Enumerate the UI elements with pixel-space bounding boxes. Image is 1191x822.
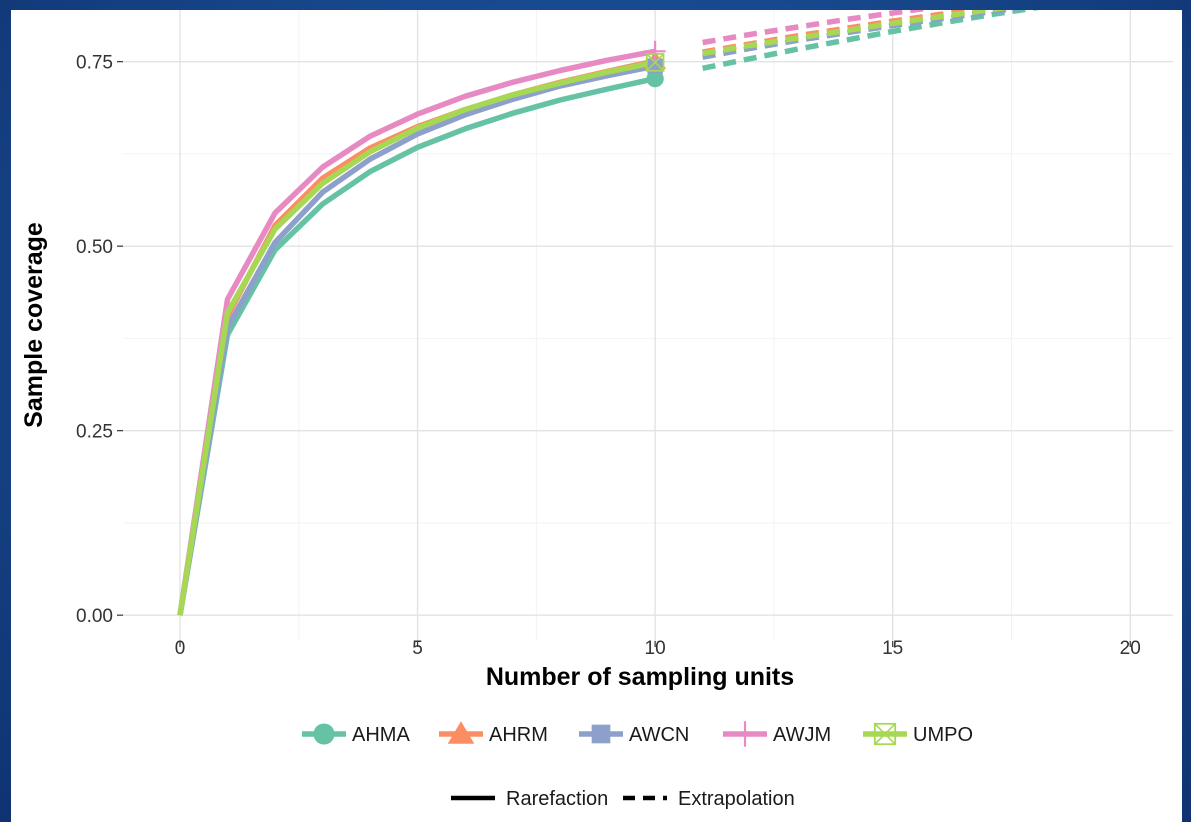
rarefaction-line-umpo: [177, 59, 656, 616]
legend-linetype-solid: Rarefaction: [451, 788, 608, 810]
y-tick-label: 0.75: [76, 53, 113, 74]
marker-triangle: [447, 721, 475, 744]
legend-label: AHMA: [352, 724, 410, 746]
marker-square: [591, 724, 611, 744]
observed-markers: [644, 40, 667, 88]
x-axis-title: Number of sampling units: [486, 663, 794, 691]
legend-linetype-dashed: Extrapolation: [623, 788, 795, 810]
extrapolation-line-umpo: [702, 10, 1008, 57]
marker-cross-b: [646, 53, 665, 72]
legend-label: AHRM: [489, 724, 548, 746]
legend-marker: [873, 722, 897, 746]
legend-marker: [732, 721, 758, 747]
x-tick-label: 0: [175, 638, 186, 659]
linetype-legend: Rarefaction Extrapolation: [451, 788, 795, 810]
legend-label: AWJM: [773, 724, 831, 746]
extrapolation-line-ahma: [702, 10, 1040, 71]
rarefaction-line-awjm: [177, 48, 656, 616]
y-tick-label: 0.25: [76, 422, 113, 443]
x-tick-label: 10: [645, 638, 666, 659]
series-legend: AHMA AHRM AWCN AWJM UMPO: [302, 721, 973, 747]
x-tick-label: 5: [412, 638, 423, 659]
marker-cross-b: [874, 723, 896, 745]
legend-marker: [591, 724, 611, 744]
y-axis-title: Sample coverage: [20, 222, 48, 428]
extrapolation-line-awjm: [702, 10, 934, 46]
y-tick-label: 0.50: [76, 237, 113, 258]
legend-item-awcn: AWCN: [579, 724, 689, 746]
chart-panel: 0 5 10 15 20 0.00 0.25 0.50 0.75 Number of samp…: [11, 10, 1182, 822]
legend-item-awjm: AWJM: [723, 721, 831, 747]
observed-marker-ahma: [646, 69, 664, 88]
series-lines: [177, 10, 1040, 616]
marker-circle: [313, 723, 335, 745]
marker-square-outline: [873, 722, 897, 746]
legend-linetype-label: Extrapolation: [678, 788, 795, 810]
rarefaction-line-awcn: [177, 63, 656, 616]
y-tick-label: 0.00: [76, 606, 113, 627]
legend-item-umpo: UMPO: [863, 722, 973, 746]
x-tick-label: 15: [882, 638, 903, 659]
marker-square-outline: [645, 53, 665, 72]
legend-label: UMPO: [913, 724, 973, 746]
marker-circle: [646, 69, 664, 88]
observed-marker-umpo: [645, 53, 665, 72]
coverage-chart: 0 5 10 15 20 0.00 0.25 0.50 0.75 Number of samp…: [20, 10, 1173, 810]
legend-marker: [447, 721, 475, 744]
legend-item-ahrm: AHRM: [439, 721, 548, 746]
rarefaction-line-ahma: [177, 75, 656, 616]
legend-linetype-label: Rarefaction: [506, 788, 608, 810]
legend-item-ahma: AHMA: [302, 723, 410, 746]
y-axis: 0.00 0.25 0.50 0.75: [76, 53, 123, 627]
observed-marker-awjm: [644, 40, 666, 62]
x-axis: 0 5 10 15 20: [175, 638, 1141, 659]
x-tick-label: 20: [1120, 638, 1141, 659]
legend-label: AWCN: [629, 724, 689, 746]
legend-marker: [313, 723, 335, 745]
grid-lines: [123, 10, 1173, 641]
